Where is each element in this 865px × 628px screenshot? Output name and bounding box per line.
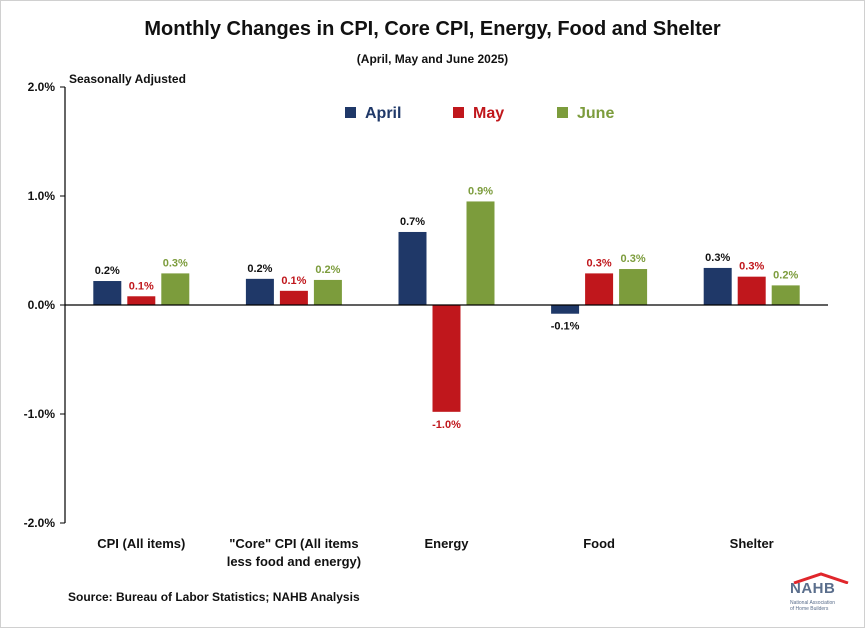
data-label-june: 0.9%	[468, 185, 493, 197]
y-tick-label: -1.0%	[24, 407, 56, 421]
bar-may	[279, 290, 308, 305]
x-category-label: less food and energy)	[227, 554, 361, 569]
data-label-april: 0.3%	[705, 252, 730, 264]
bar-april	[245, 278, 274, 305]
chart-subtitle: (April, May and June 2025)	[356, 52, 509, 66]
source-note: Source: Bureau of Labor Statistics; NAHB…	[68, 590, 360, 604]
data-label-april: -0.1%	[551, 321, 580, 333]
x-category-label: CPI (All items)	[97, 536, 185, 551]
bar-april	[551, 305, 580, 314]
bar-may	[737, 276, 766, 305]
nahb-logo: NAHB National Association of Home Builde…	[788, 572, 854, 620]
bar-june	[161, 273, 190, 305]
seasonally-adjusted-note: Seasonally Adjusted	[69, 72, 186, 86]
bar-june	[313, 279, 342, 305]
data-label-may: 0.3%	[739, 261, 764, 273]
logo-tagline-line2: of Home Builders	[790, 606, 829, 612]
legend-label-june: June	[577, 105, 614, 122]
logo-wordmark: NAHB	[790, 580, 836, 597]
x-axis-labels: CPI (All items) "Core" CPI (All items less…	[97, 536, 774, 569]
bar-marks	[93, 201, 800, 412]
bar-april	[703, 267, 732, 305]
x-category-label: Shelter	[730, 536, 774, 551]
chart-title: Monthly Changes in CPI, Core CPI, Energy…	[144, 18, 721, 40]
bar-april	[93, 281, 122, 305]
bar-may	[127, 296, 156, 305]
data-label-june: 0.3%	[163, 257, 188, 269]
x-category-label: Food	[583, 536, 615, 551]
x-category-label: Energy	[424, 536, 469, 551]
data-label-april: 0.7%	[400, 216, 425, 228]
data-labels: 0.2% 0.1% 0.3% 0.2% 0.1% 0.2% 0.7% -1.0% 0.9% -0.…	[95, 185, 799, 430]
bar-june	[619, 269, 648, 305]
data-label-june: 0.2%	[773, 269, 798, 281]
y-tick-label: 2.0%	[28, 80, 56, 94]
data-label-may: 0.1%	[129, 280, 154, 292]
data-label-may: 0.3%	[587, 257, 612, 269]
data-label-april: 0.2%	[95, 265, 120, 277]
legend-swatch-june	[557, 107, 568, 118]
data-label-june: 0.3%	[621, 253, 646, 265]
legend-label-may: May	[473, 105, 504, 122]
bar-may	[432, 305, 461, 412]
logo-tagline-line1: National Association	[790, 600, 836, 606]
legend-label-april: April	[365, 105, 401, 122]
data-label-may: -1.0%	[432, 419, 461, 431]
y-tick-label: 1.0%	[28, 189, 56, 203]
bar-april	[398, 231, 427, 305]
data-label-april: 0.2%	[247, 263, 272, 275]
y-axis-ticks: 2.0% 1.0% 0.0% -1.0% -2.0%	[24, 80, 65, 530]
house-roof-icon	[793, 572, 849, 584]
x-category-label: "Core" CPI (All items	[229, 536, 358, 551]
legend-swatch-april	[345, 107, 356, 118]
logo-tagline: National Association of Home Builders	[790, 600, 854, 612]
bar-june	[771, 285, 800, 305]
y-tick-label: -2.0%	[24, 516, 56, 530]
y-tick-label: 0.0%	[28, 298, 56, 312]
axes	[64, 87, 828, 523]
data-label-june: 0.2%	[315, 264, 340, 276]
bar-june	[466, 201, 495, 305]
legend: April May June	[345, 105, 614, 122]
legend-swatch-may	[453, 107, 464, 118]
data-label-may: 0.1%	[281, 275, 306, 287]
bar-may	[585, 273, 614, 305]
